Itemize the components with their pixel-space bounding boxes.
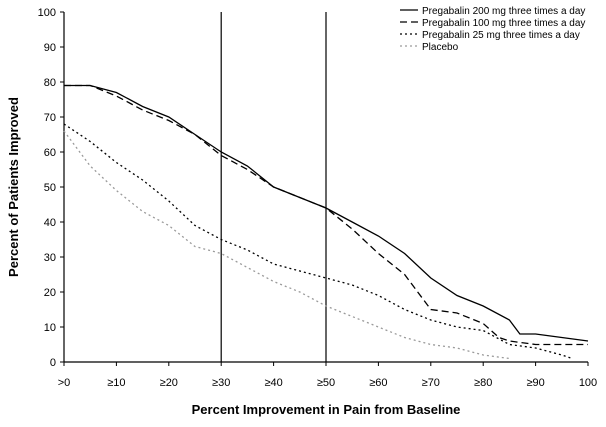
x-tick-label: ≥90 xyxy=(526,377,544,389)
axes: 0 10 20 30 40 50 60 70 80 90 100 >0 ≥10 ≥20 ≥30 ≥40 ≥50 ≥… xyxy=(38,7,598,389)
series-lines xyxy=(63,84,589,360)
x-axis-label: Percent Improvement in Pain from Baselin… xyxy=(192,402,461,417)
y-tick-label: 70 xyxy=(44,112,56,124)
legend-label: Pregabalin 200 mg three times a day xyxy=(422,6,585,17)
x-tick-label: ≥40 xyxy=(264,377,282,389)
x-tick-label: ≥80 xyxy=(474,377,492,389)
y-tick-label: 10 xyxy=(44,322,56,334)
x-tick-label: 100 xyxy=(579,377,597,389)
y-tick-label: 20 xyxy=(44,287,56,299)
y-tick-label: 0 xyxy=(50,357,56,369)
x-tick-label: >0 xyxy=(58,377,71,389)
y-tick-label: 100 xyxy=(38,7,56,19)
x-tick-label: ≥10 xyxy=(107,377,125,389)
x-tick-label: ≥20 xyxy=(160,377,178,389)
legend-label: Pregabalin 25 mg three times a day xyxy=(422,30,580,41)
legend: Pregabalin 200 mg three times a dayPrega… xyxy=(400,6,585,53)
series-line-2 xyxy=(63,123,573,360)
legend-label: Placebo xyxy=(422,42,459,53)
x-tick-label: ≥50 xyxy=(317,377,335,389)
series-line-3 xyxy=(63,130,510,360)
series-line-0 xyxy=(64,84,589,342)
x-tick-label: ≥30 xyxy=(212,377,230,389)
y-tick-label: 40 xyxy=(44,217,56,229)
y-tick-label: 50 xyxy=(44,182,56,194)
y-tick-label: 30 xyxy=(44,252,56,264)
y-tick-label: 60 xyxy=(44,147,56,159)
x-tick-label: ≥60 xyxy=(369,377,387,389)
y-tick-label: 80 xyxy=(44,77,56,89)
series-line-1 xyxy=(64,84,588,346)
y-tick-label: 90 xyxy=(44,42,56,54)
x-tick-label: ≥70 xyxy=(422,377,440,389)
legend-label: Pregabalin 100 mg three times a day xyxy=(422,18,585,29)
y-axis-label: Percent of Patients Improved xyxy=(6,97,21,277)
